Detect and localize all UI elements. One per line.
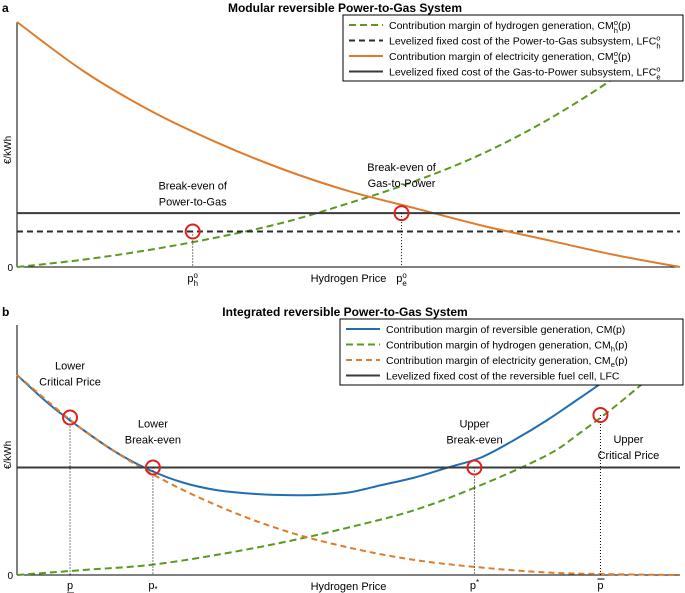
series-line-2 xyxy=(16,21,681,268)
x-tick-label-1: po e xyxy=(396,271,407,288)
panel-a-letter: a xyxy=(2,1,9,15)
break-even-marker-0 xyxy=(184,223,201,240)
x-tick-label-0: po h xyxy=(187,271,198,288)
annotation-label-0-line-1: Power-to-Gas xyxy=(159,196,227,208)
x-tick-label-0: p xyxy=(67,580,73,592)
annotation-label-2-line-1: Break-even xyxy=(446,435,502,447)
series-line-2 xyxy=(16,374,681,576)
break-even-marker-0 xyxy=(62,409,79,426)
panel-a-title: Modular reversible Power-to-Gas System xyxy=(228,1,462,15)
panel-b-letter: b xyxy=(2,305,9,319)
x-axis-label: Hydrogen Price xyxy=(311,581,387,593)
y-axis-label: €/kWh xyxy=(3,441,14,469)
break-even-marker-1 xyxy=(144,459,161,476)
annotation-label-2-line-0: Upper xyxy=(459,419,489,431)
legend-box xyxy=(342,14,684,82)
legend-entry-3: Levelized fixed cost of the reversible f… xyxy=(386,371,620,383)
break-even-marker-1 xyxy=(393,205,410,222)
origin-label: 0 xyxy=(7,571,13,582)
legend-box xyxy=(339,318,684,386)
x-tick-label-2: p* xyxy=(470,578,479,592)
x-axis-label: Hydrogen Price xyxy=(311,273,387,285)
x-tick-label-1: p* xyxy=(148,580,157,593)
series-line-0 xyxy=(16,354,648,497)
series-line-1 xyxy=(16,379,648,576)
legend-entry-0: Contribution margin of reversible genera… xyxy=(386,324,625,336)
annotation-label-3-line-0: Upper xyxy=(613,434,643,446)
legend-entry-3: Levelized fixed cost of the Gas-to-Power… xyxy=(389,65,661,82)
legend-entry-2: Contribution margin of electricity gener… xyxy=(389,49,631,66)
series-line-0 xyxy=(16,50,648,268)
annotation-label-1-line-0: Break-even of xyxy=(367,162,436,174)
annotation-label-0-line-0: Break-even of xyxy=(158,180,227,192)
x-tick-label-3: p xyxy=(597,580,603,592)
annotation-label-3-line-1: Critical Price xyxy=(598,450,660,462)
break-even-marker-2 xyxy=(466,459,483,476)
annotation-label-0-line-0: Lower xyxy=(55,361,85,373)
annotation-label-1-line-1: Break-even xyxy=(125,435,181,447)
panel-b-plot: €/kWh Hydrogen Price 0 Lower Critical Price p… xyxy=(3,318,684,593)
panel-b-title: Integrated reversible Power-to-Gas Syste… xyxy=(222,305,467,319)
y-axis-label: €/kWh xyxy=(3,136,14,164)
legend-entry-2: Contribution margin of electricity gener… xyxy=(386,355,628,369)
legend-entry-1: Contribution margin of hydrogen generati… xyxy=(386,340,628,354)
legend-entry-0: Contribution margin of hydrogen generati… xyxy=(389,18,631,35)
origin-label: 0 xyxy=(7,263,13,274)
panel-a-plot: €/kWh Hydrogen Price 0 Break-even of Power-t… xyxy=(3,14,684,288)
legend-entry-1: Levelized fixed cost of the Power-to-Gas… xyxy=(389,34,661,51)
annotation-label-1-line-0: Lower xyxy=(138,419,168,431)
break-even-marker-3 xyxy=(592,407,609,423)
annotation-label-0-line-1: Critical Price xyxy=(39,377,101,389)
annotation-label-1-line-1: Gas-to-Power xyxy=(368,178,436,190)
